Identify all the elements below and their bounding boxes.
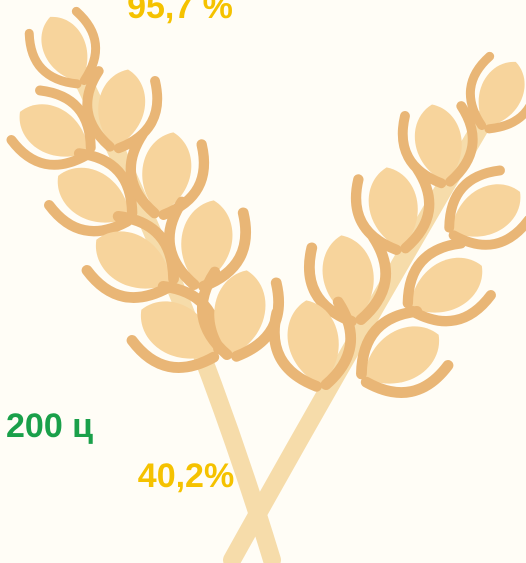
yield-label: 200 ц [6, 407, 93, 445]
kernel [398, 98, 480, 188]
page: {"labels": {"top": "95,7 %", "yield": "2… [0, 0, 526, 563]
top-label: 95,7 % [127, 0, 233, 26]
wheat-illustration: 95,7 % 200 ц 40,2% [0, 0, 526, 563]
bottom-label: 40,2% [138, 457, 234, 495]
kernel [351, 161, 437, 255]
